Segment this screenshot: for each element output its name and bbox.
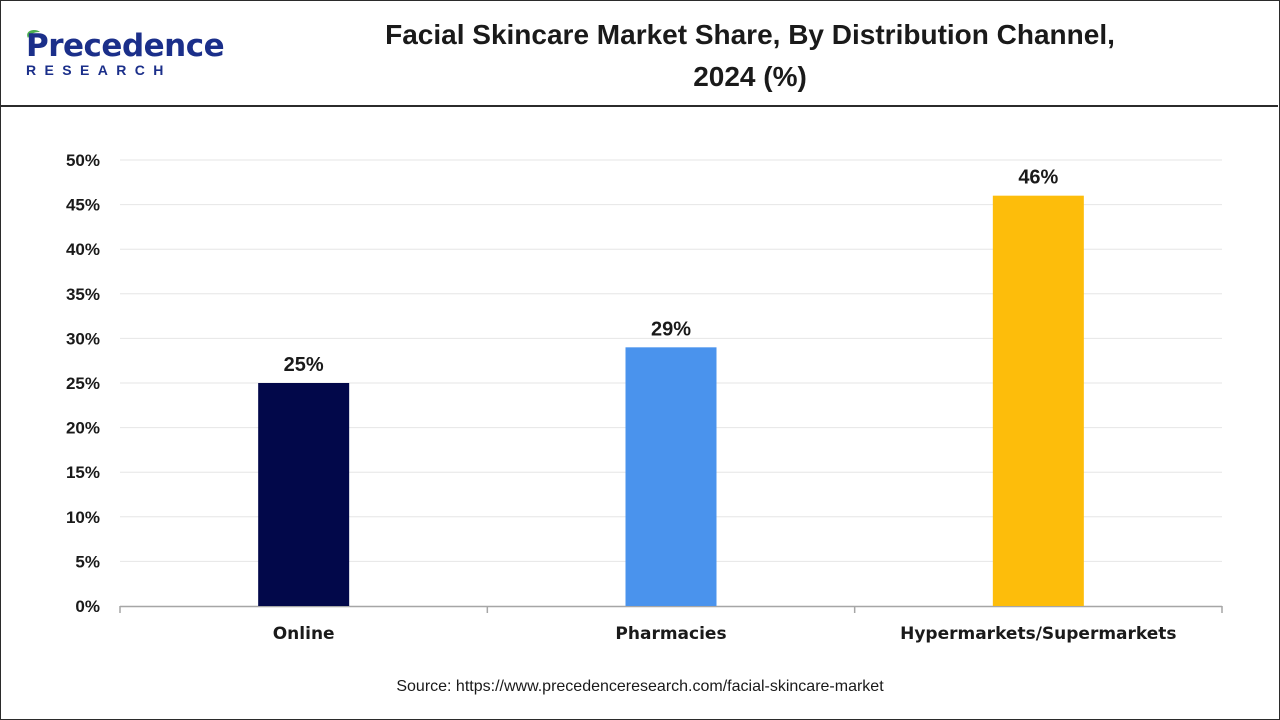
- y-tick-label: 35%: [66, 285, 100, 304]
- chart-title-line-1: Facial Skincare Market Share, By Distrib…: [385, 19, 1115, 50]
- header: Precedence RESEARCH Facial Skincare Mark…: [0, 0, 1278, 107]
- y-tick-label: 40%: [66, 240, 100, 259]
- y-tick-label: 15%: [66, 463, 100, 482]
- logo-wordmark: Precedence: [26, 28, 225, 64]
- logo-subtext: RESEARCH: [26, 62, 172, 78]
- y-tick-label: 45%: [66, 196, 100, 215]
- logo-main-text: recedence: [48, 28, 225, 64]
- y-tick-label: 25%: [66, 374, 100, 393]
- y-tick-label: 5%: [75, 552, 100, 571]
- y-tick-label: 50%: [66, 151, 100, 170]
- y-tick-label: 30%: [66, 329, 100, 348]
- data-label: 29%: [651, 318, 691, 340]
- bar: [258, 383, 350, 606]
- x-tick-label: Pharmacies: [615, 624, 726, 644]
- brand-logo: Precedence RESEARCH: [22, 28, 225, 80]
- data-label: 25%: [284, 354, 324, 376]
- y-tick-label: 20%: [66, 419, 100, 438]
- data-label: 46%: [1018, 167, 1058, 189]
- x-tick-label: Online: [273, 624, 335, 644]
- chart-title-line-2: 2024 (%): [693, 61, 807, 92]
- bar: [992, 195, 1084, 606]
- y-tick-label: 0%: [75, 597, 100, 616]
- chart-title: Facial Skincare Market Share, By Distrib…: [250, 14, 1250, 98]
- source-note: Source: https://www.precedenceresearch.c…: [396, 678, 884, 695]
- leaf-icon: [27, 30, 40, 38]
- x-tick-label: Hypermarkets/Supermarkets: [900, 624, 1176, 644]
- bar: [625, 347, 717, 606]
- y-tick-label: 10%: [66, 508, 100, 527]
- logo-initial: P: [26, 28, 49, 64]
